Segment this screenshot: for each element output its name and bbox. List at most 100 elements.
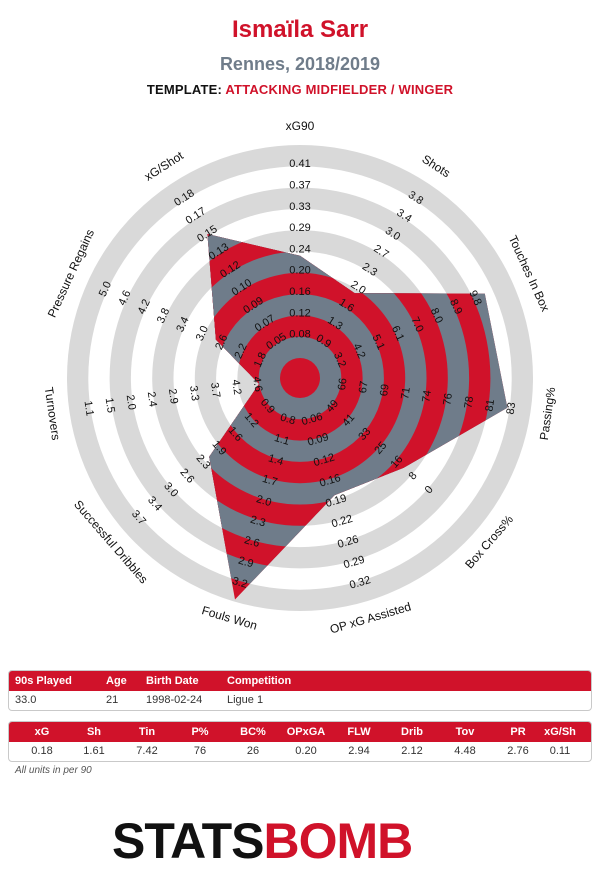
header-sh: Sh bbox=[86, 726, 102, 738]
tick-label: 3.0 bbox=[194, 324, 211, 343]
value-pass-pct: 76 bbox=[193, 745, 207, 757]
value-xg-sh: 0.11 bbox=[549, 745, 571, 757]
logo-part-1: STATS bbox=[112, 813, 264, 869]
tick-label: 2.0 bbox=[124, 394, 138, 411]
tick-label: 83 bbox=[505, 401, 519, 415]
tick-label: 81 bbox=[483, 398, 497, 412]
tick-label: 1.1 bbox=[82, 400, 96, 417]
tick-label: 3.2 bbox=[231, 575, 249, 591]
tick-label: 0.08 bbox=[289, 329, 310, 341]
tick-label: 0.33 bbox=[289, 201, 310, 213]
category-label: Fouls Won bbox=[200, 603, 259, 633]
tick-label: 0.24 bbox=[289, 243, 310, 255]
tick-label: 0.22 bbox=[330, 513, 354, 531]
header-xg: xG bbox=[34, 726, 50, 738]
tick-label: 3.2 bbox=[331, 351, 348, 370]
tick-label: 1.5 bbox=[103, 397, 117, 414]
tick-label: 1.8 bbox=[252, 351, 269, 370]
tick-label: 4.2 bbox=[350, 342, 367, 361]
tick-label: 4.6 bbox=[116, 289, 133, 308]
tick-label: 0.06 bbox=[300, 411, 324, 429]
tick-label: 0.37 bbox=[289, 180, 310, 192]
tick-label: 3.7 bbox=[208, 382, 222, 399]
tick-label: 0.19 bbox=[324, 492, 348, 510]
header-drib: Drib bbox=[401, 726, 423, 738]
tick-label: 5.0 bbox=[97, 280, 114, 299]
category-label: Turnovers bbox=[42, 386, 63, 441]
tick-label: 2.6 bbox=[243, 534, 261, 550]
tick-label: 0.16 bbox=[318, 472, 342, 490]
tick-label: 0.12 bbox=[312, 452, 336, 470]
tick-label: 0.29 bbox=[289, 222, 310, 234]
header-competition: Competition bbox=[227, 675, 292, 687]
header-opxga: OPxGA bbox=[286, 726, 326, 738]
profile-table-header: 90s Played Age Birth Date Competition bbox=[9, 671, 591, 691]
header-birth-date: Birth Date bbox=[146, 675, 199, 687]
tick-label: 2.2 bbox=[232, 342, 249, 361]
value-drib: 2.12 bbox=[401, 745, 423, 757]
tick-label: 1.7 bbox=[261, 473, 279, 489]
value-competition: Ligue 1 bbox=[227, 694, 264, 706]
template-line: TEMPLATE: ATTACKING MIDFIELDER / WINGER bbox=[0, 82, 600, 97]
tick-label: 2.3 bbox=[249, 514, 267, 530]
tick-label: 3.3 bbox=[187, 385, 201, 402]
tick-label: 1.1 bbox=[273, 432, 291, 448]
value-center bbox=[280, 358, 320, 398]
tick-label: 2.9 bbox=[237, 555, 255, 571]
tick-label: 2.6 bbox=[213, 333, 230, 352]
logo-part-4: MB bbox=[336, 813, 414, 869]
tick-label: 2.9 bbox=[166, 388, 180, 405]
tick-label: 4.6 bbox=[250, 376, 264, 393]
header-tov: Tov bbox=[455, 726, 475, 738]
value-flw: 2.94 bbox=[348, 745, 370, 757]
tick-label: 4.2 bbox=[136, 297, 153, 316]
tick-label: 2.0 bbox=[255, 493, 273, 509]
tick-label: 0.09 bbox=[306, 431, 330, 449]
category-label: Shots bbox=[419, 152, 452, 180]
tick-label: 8.0 bbox=[428, 306, 445, 325]
tick-label: 74 bbox=[420, 389, 434, 403]
value-tin: 7.42 bbox=[136, 745, 158, 757]
tick-label: 0.26 bbox=[336, 533, 360, 551]
player-name: Ismaïla Sarr bbox=[231, 16, 369, 43]
value-age: 21 bbox=[106, 694, 119, 706]
tick-label: 78 bbox=[462, 395, 476, 409]
value-90s-played: 33.0 bbox=[15, 694, 37, 706]
profile-table-row: 33.0 21 1998-02-24 Ligue 1 bbox=[9, 691, 591, 710]
header-bc-pct: BC% bbox=[240, 726, 266, 738]
tick-label: 0.12 bbox=[289, 307, 310, 319]
tick-label: 2.4 bbox=[145, 391, 159, 408]
radar-chart: 0.080.120.160.200.240.290.330.370.410.91… bbox=[42, 119, 559, 636]
units-footnote: All units in per 90 bbox=[15, 765, 92, 776]
header-age: Age bbox=[106, 675, 127, 687]
value-sh: 1.61 bbox=[83, 745, 105, 757]
tick-label: 3.8 bbox=[155, 306, 172, 325]
tick-label: 7.0 bbox=[408, 315, 425, 334]
tick-label: 67 bbox=[357, 380, 371, 394]
tick-label: 0.20 bbox=[289, 265, 310, 277]
statsbomb-logo: STATSBOMB bbox=[112, 812, 414, 870]
header-pass-pct: P% bbox=[191, 726, 209, 738]
value-opxga: 0.20 bbox=[295, 745, 317, 757]
tick-label: 66 bbox=[336, 377, 350, 391]
logo-part-3: O bbox=[298, 813, 338, 869]
tick-label: 4.2 bbox=[229, 379, 243, 396]
value-bc-pct: 26 bbox=[246, 745, 260, 757]
profile-table: 90s Played Age Birth Date Competition 33… bbox=[8, 670, 592, 711]
header-flw: FLW bbox=[347, 726, 371, 738]
logo-part-2: B bbox=[263, 813, 299, 869]
tick-label: 1.4 bbox=[267, 452, 285, 468]
category-label: Passing% bbox=[537, 386, 558, 441]
tick-label: 0.8 bbox=[279, 411, 297, 427]
tick-label: 0.29 bbox=[342, 554, 366, 572]
tick-label: 5.1 bbox=[370, 333, 387, 352]
template-value: ATTACKING MIDFIELDER / WINGER bbox=[225, 82, 454, 97]
tick-label: 71 bbox=[399, 386, 413, 400]
tick-label: 8.9 bbox=[447, 297, 464, 316]
tick-label: 0.16 bbox=[289, 286, 310, 298]
header-pr: PR bbox=[510, 726, 526, 738]
value-pr: 2.76 bbox=[507, 745, 529, 757]
stats-table-row: 0.18 1.61 7.42 76 26 0.20 2.94 2.12 4.48… bbox=[9, 742, 591, 761]
header-xg-sh: xG/Sh bbox=[544, 726, 576, 738]
header-90s-played: 90s Played bbox=[15, 675, 72, 687]
